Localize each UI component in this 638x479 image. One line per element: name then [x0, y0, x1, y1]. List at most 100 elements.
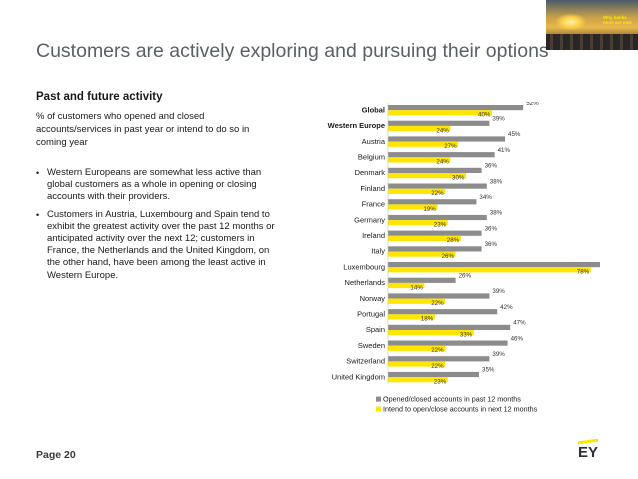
past-activity-bar: [388, 120, 490, 126]
future-activity-bar: [388, 377, 448, 383]
past-activity-bar: [388, 356, 490, 362]
category-label: Austria: [362, 137, 386, 146]
future-activity-bar: [388, 141, 459, 147]
past-value-label: 36%: [485, 241, 498, 248]
future-value-label: 40%: [478, 112, 491, 119]
future-value-label: 33%: [460, 331, 473, 338]
future-activity-bar: [388, 157, 451, 163]
legend-label: Opened/closed accounts in past 12 months: [383, 395, 521, 404]
future-activity-bar: [388, 330, 474, 336]
header-image: Why banks must act now: [546, 0, 638, 50]
past-activity-bar: [388, 309, 498, 315]
future-value-label: 19%: [423, 206, 436, 213]
bullet-text: Western Europeans are somewhat less acti…: [47, 167, 262, 203]
future-activity-bar: [388, 267, 591, 273]
past-activity-bar: [388, 230, 482, 236]
past-value-label: 38%: [490, 178, 503, 185]
bullet-item: • Customers in Austria, Luxembourg and Sp…: [36, 209, 281, 282]
past-value-label: 41%: [498, 147, 511, 154]
value-labels: 52%40%39%24%45%27%41%24%36%30%38%22%34%1…: [410, 102, 590, 386]
past-value-label: 47%: [513, 320, 526, 327]
legend-swatch: [376, 406, 381, 412]
future-activity-bar: [388, 125, 451, 132]
past-activity-bar: [388, 136, 505, 142]
past-value-label: 39%: [492, 351, 505, 358]
past-value-label: 46%: [511, 335, 524, 342]
past-activity-bar: [388, 371, 479, 378]
category-label: Germany: [354, 215, 385, 224]
past-value-label: 45%: [508, 131, 521, 138]
future-activity-bar: [388, 188, 446, 194]
future-activity-bar: [388, 173, 466, 179]
future-value-label: 24%: [436, 159, 449, 166]
future-activity-bar: [388, 282, 425, 289]
category-label: Luxembourg: [343, 262, 385, 271]
future-activity-bar: [388, 345, 446, 351]
bullet-item: • Western Europeans are somewhat less act…: [36, 167, 281, 204]
bullet-list: • Western Europeans are somewhat less act…: [36, 167, 281, 287]
category-label: Denmark: [355, 168, 386, 177]
sun-glow: [556, 14, 586, 30]
category-labels: Global Western Europe Austria Belgium Denmar…: [328, 105, 386, 381]
category-label: Belgium: [358, 153, 385, 162]
future-value-label: 23%: [434, 379, 447, 386]
past-activity-bar: [388, 105, 524, 111]
future-value-label: 22%: [431, 300, 444, 307]
category-label: France: [362, 200, 385, 209]
ey-logo-text: EY: [578, 444, 599, 461]
category-label: United Kingdom: [332, 372, 385, 381]
past-value-label: 26%: [459, 273, 472, 280]
past-activity-bar: [388, 199, 477, 205]
page-number: Page 20: [36, 449, 76, 461]
category-label: Netherlands: [345, 278, 386, 287]
category-label: Global: [362, 105, 385, 114]
category-label: Switzerland: [346, 357, 385, 366]
future-value-label: 14%: [410, 284, 423, 291]
category-label: Ireland: [362, 231, 385, 240]
past-activity-bar: [388, 324, 511, 330]
future-value-label: 22%: [431, 363, 444, 370]
bullet-text: Customers in Austria, Luxembourg and Spa…: [47, 208, 275, 281]
past-value-label: 38%: [490, 210, 503, 217]
future-value-label: 22%: [431, 347, 444, 354]
future-value-label: 23%: [434, 222, 447, 229]
category-label: Sweden: [358, 341, 385, 350]
future-value-label: 26%: [442, 253, 455, 260]
category-label: Spain: [366, 325, 385, 334]
ey-logo: EY: [578, 438, 599, 461]
past-value-label: 39%: [492, 116, 505, 123]
page-title: Customers are actively exploring and pur…: [36, 40, 549, 62]
legend-label: Intend to open/close accounts in next 12…: [383, 405, 538, 414]
past-activity-bar: [388, 152, 495, 158]
future-activity-bar: [388, 235, 461, 241]
future-activity-bar: [388, 204, 438, 210]
past-value-label: 42%: [500, 304, 513, 311]
bullet-icon: •: [36, 168, 40, 178]
category-label: Finland: [360, 184, 385, 193]
past-value-label: 39%: [492, 288, 505, 295]
category-label: Portugal: [357, 310, 385, 319]
future-activity-bar: [388, 361, 446, 367]
category-label: Italy: [371, 247, 385, 256]
past-activity-bar: [388, 167, 482, 173]
category-label: Western Europe: [328, 121, 385, 130]
past-value-label: 35%: [482, 367, 495, 374]
future-value-label: 22%: [431, 190, 444, 197]
past-value-label: 36%: [485, 225, 498, 232]
future-value-label: 78%: [577, 269, 590, 276]
future-activity-bar: [388, 220, 448, 226]
legend-swatch: [376, 396, 381, 402]
category-label: Norway: [360, 294, 386, 303]
activity-bar-chart: Global Western Europe Austria Belgium Denmar…: [328, 102, 600, 414]
past-activity-bar: [388, 277, 456, 283]
future-value-label: 24%: [436, 127, 449, 134]
chart-bars: [387, 103, 600, 384]
future-activity-bar: [388, 110, 492, 116]
future-value-label: 27%: [444, 143, 457, 150]
past-activity-bar: [388, 293, 490, 299]
chart-legend: Opened/closed accounts in past 12 months…: [376, 395, 538, 414]
bullet-icon: •: [36, 209, 40, 220]
past-activity-bar: [388, 340, 508, 346]
future-activity-bar: [388, 298, 446, 304]
past-activity-bar: [388, 214, 487, 221]
